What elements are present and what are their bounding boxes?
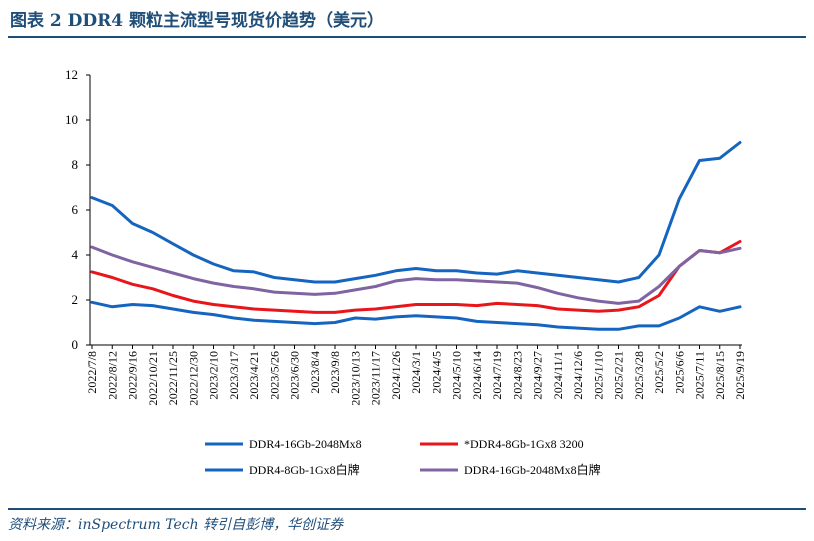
x-tick-label: 2025/1/10 [591,351,605,400]
chart-title: 图表 2 DDR4 颗粒主流型号现货价趋势（美元） [10,11,385,31]
footer-divider [8,508,806,510]
x-tick-label: 2024/5/10 [450,351,464,400]
x-tick-label: 2025/7/11 [693,351,707,399]
x-tick-label: 2024/12/6 [571,351,585,400]
x-tick-label: 2022/8/12 [105,351,119,400]
source-note: 资料来源：inSpectrum Tech 转引自彭博，华创证券 [8,517,344,533]
series-line-4 [90,245,742,305]
x-tick-label: 2022/10/21 [146,351,160,406]
x-tick-label: 2023/11/17 [369,351,383,405]
series-line-1 [90,141,742,284]
y-tick-label: 8 [72,157,79,172]
legend-label-3: DDR4-8Gb-1Gx8白牌 [249,462,360,477]
legend-label-2: *DDR4-8Gb-1Gx8 3200 [464,437,584,451]
chart-header: 图表 2 DDR4 颗粒主流型号现货价趋势（美元） [10,4,806,34]
x-tick-label: 2023/3/17 [227,351,241,400]
x-tick-label: 2023/5/26 [267,351,281,400]
legend-label-1: DDR4-16Gb-2048Mx8 [249,437,362,451]
x-tick-label: 2022/12/30 [186,351,200,406]
x-tick-label: 2022/11/25 [166,351,180,405]
y-tick-label: 4 [72,247,79,262]
x-tick-label: 2024/9/27 [531,351,545,400]
x-tick-label: 2025/8/15 [713,351,727,400]
x-tick-label: 2023/10/13 [348,351,362,406]
x-tick-label: 2024/8/23 [510,351,524,400]
x-tick-label: 2023/2/10 [207,351,221,400]
y-tick-label: 12 [65,67,78,82]
legend-label-4: DDR4-16Gb-2048Mx8白牌 [464,462,601,477]
x-tick-label: 2025/2/21 [612,351,626,400]
x-tick-label: 2024/11/1 [551,351,565,399]
x-tick-label: 2023/6/30 [288,351,302,400]
x-tick-label: 2024/1/26 [389,351,403,400]
line-chart: 0 2 4 6 8 10 12 2022/7/8 2022/8/12 2022/9/16 2022/… [65,67,747,477]
x-tick-label: 2024/3/1 [409,351,423,394]
series-line-3 [90,300,742,331]
x-tick-label: 2024/4/5 [429,351,443,394]
y-tick-label: 6 [72,202,79,217]
x-tick-label: 2023/9/8 [328,351,342,394]
x-tick-label: 2022/7/8 [85,351,99,394]
x-tick-label: 2023/8/4 [308,351,322,394]
x-tick-label: 2022/9/16 [126,351,140,400]
y-tick-label: 10 [65,112,78,127]
y-tick-label: 0 [72,337,79,352]
x-tick-label: 2025/6/6 [672,351,686,394]
x-tick-label: 2023/4/21 [247,351,261,400]
x-tick-label: 2024/6/14 [470,351,484,400]
x-tick-label: 2024/7/19 [490,351,504,400]
x-tick-label: 2025/3/28 [632,351,646,400]
y-tick-label: 2 [72,292,79,307]
series-line-2 [90,240,742,314]
x-tick-label: 2025/9/19 [733,351,747,400]
x-tick-label: 2025/5/2 [652,351,666,394]
title-divider [8,36,806,38]
